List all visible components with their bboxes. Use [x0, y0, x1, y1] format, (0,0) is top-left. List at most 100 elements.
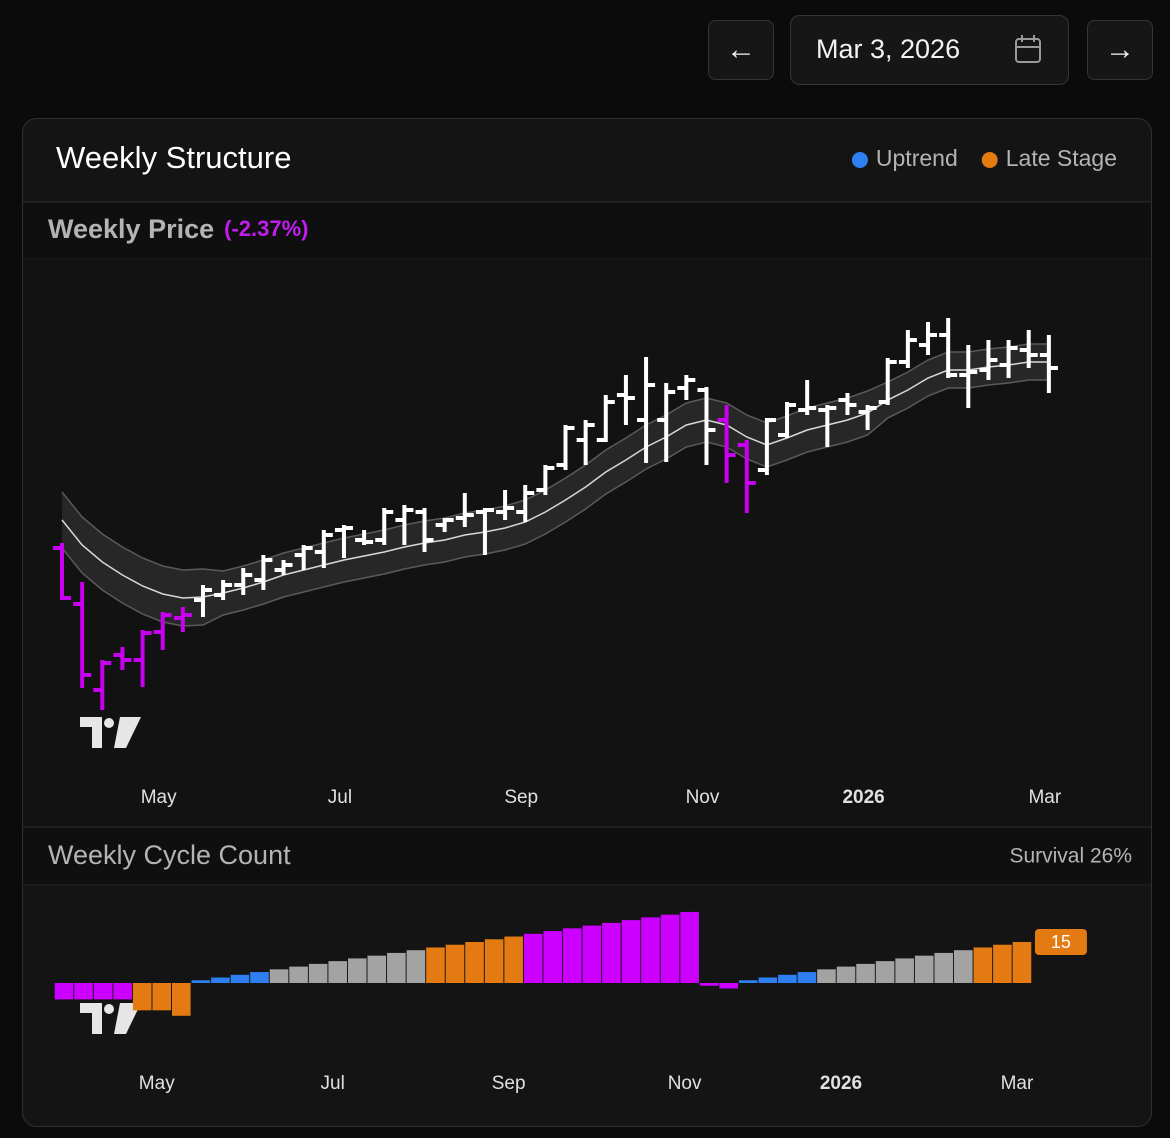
- ohlc-close: [183, 613, 192, 617]
- bar: [132, 983, 152, 1011]
- ohlc-open: [637, 418, 646, 422]
- ohlc-close: [546, 466, 555, 470]
- ohlc-close: [445, 518, 454, 522]
- bar: [797, 972, 817, 983]
- ohlc-close: [687, 378, 696, 382]
- ohlc-open: [355, 538, 364, 542]
- ohlc-close: [969, 370, 978, 374]
- ohlc-open: [93, 688, 102, 692]
- ohlc-open: [596, 438, 605, 442]
- bar: [250, 972, 269, 983]
- bar: [778, 974, 797, 983]
- ohlc-open: [153, 630, 162, 634]
- ohlc-open: [959, 373, 968, 377]
- next-arrow[interactable]: →: [1105, 33, 1135, 66]
- ohlc-close: [244, 573, 253, 577]
- x-tick-label: Mar: [1028, 787, 1061, 808]
- bar: [934, 952, 954, 983]
- bar: [993, 944, 1012, 983]
- bar: [699, 983, 719, 986]
- ohlc-open: [757, 468, 766, 472]
- date-picker[interactable]: Mar 3, 2026: [790, 15, 1069, 85]
- bar: [504, 936, 523, 983]
- ohlc-close: [767, 418, 776, 422]
- date-box[interactable]: [790, 15, 1069, 85]
- x-tick-label: Nov: [668, 1073, 702, 1094]
- bar: [328, 961, 347, 983]
- bar: [738, 980, 758, 983]
- ohlc-close: [203, 588, 212, 592]
- annotation: Survival 26%: [1009, 845, 1132, 868]
- ohlc-open: [737, 443, 746, 447]
- watermark: [80, 717, 141, 748]
- ohlc-open: [778, 433, 787, 437]
- x-tick-label: Jul: [328, 787, 352, 808]
- ohlc-open: [818, 408, 827, 412]
- next-button-box[interactable]: [1087, 20, 1153, 80]
- ohlc-close: [103, 661, 112, 665]
- bar: [387, 952, 406, 983]
- ohlc-open: [919, 343, 928, 347]
- price-area: [23, 259, 1151, 827]
- ohlc-open: [898, 360, 907, 364]
- bar: [289, 966, 308, 983]
- ohlc-open: [858, 410, 867, 414]
- next-button[interactable]: →: [1087, 20, 1153, 80]
- bar: [211, 977, 230, 983]
- ohlc-close: [526, 491, 535, 495]
- ohlc-close: [385, 510, 394, 514]
- bar: [74, 983, 93, 1000]
- ohlc-open: [395, 518, 404, 522]
- ohlc-close: [989, 358, 998, 362]
- ohlc-close: [264, 558, 273, 562]
- bar: [308, 963, 328, 983]
- bar: [563, 928, 582, 983]
- ohlc-close: [63, 596, 71, 600]
- ohlc-open: [73, 602, 82, 606]
- ohlc-open: [878, 400, 887, 404]
- ohlc-close: [828, 406, 837, 410]
- bar: [347, 958, 367, 983]
- ohlc-open: [455, 516, 464, 520]
- bar: [230, 974, 250, 983]
- calendar-icon[interactable]: [1015, 35, 1041, 63]
- ohlc-open: [435, 523, 444, 527]
- prev-button[interactable]: ←: [708, 20, 774, 80]
- prev-button-box[interactable]: [708, 20, 774, 80]
- x-tick-label: Sep: [492, 1073, 526, 1094]
- ohlc-open: [334, 528, 343, 532]
- ohlc-open: [173, 616, 182, 620]
- ohlc-close: [606, 400, 615, 404]
- ohlc-close: [304, 546, 313, 550]
- ohlc-close: [1029, 353, 1038, 357]
- ohlc-open: [1039, 353, 1048, 357]
- prev-arrow[interactable]: ←: [726, 33, 756, 66]
- ohlc-close: [707, 428, 716, 432]
- bar: [367, 955, 387, 983]
- legend: Late Stage Uptrend: [851, 145, 1117, 171]
- bar: [660, 914, 680, 983]
- ohlc-close: [888, 360, 897, 364]
- bar: [543, 931, 563, 983]
- bar: [269, 969, 289, 983]
- bar: [875, 961, 895, 983]
- ohlc-open: [53, 546, 61, 550]
- ohlc-open: [697, 388, 706, 392]
- ohlc-open: [133, 658, 142, 662]
- section-subtitle: (-2.37%): [224, 216, 308, 241]
- date-text[interactable]: Mar 3, 2026: [816, 34, 960, 64]
- ohlc-open: [999, 363, 1008, 367]
- bar: [54, 983, 74, 1000]
- ohlc-open: [314, 550, 323, 554]
- ohlc-close: [727, 453, 736, 457]
- legend-swatch: [981, 152, 998, 168]
- ohlc-close: [163, 613, 172, 617]
- x-tick-label: Sep: [504, 787, 538, 808]
- ohlc-close: [647, 383, 656, 387]
- band-upper: [61, 343, 1049, 572]
- ohlc-close: [586, 423, 595, 427]
- ohlc-open: [193, 598, 202, 602]
- legend-swatch: [851, 152, 868, 168]
- section-title: Weekly Price: [48, 214, 214, 244]
- ohlc-close: [908, 338, 917, 342]
